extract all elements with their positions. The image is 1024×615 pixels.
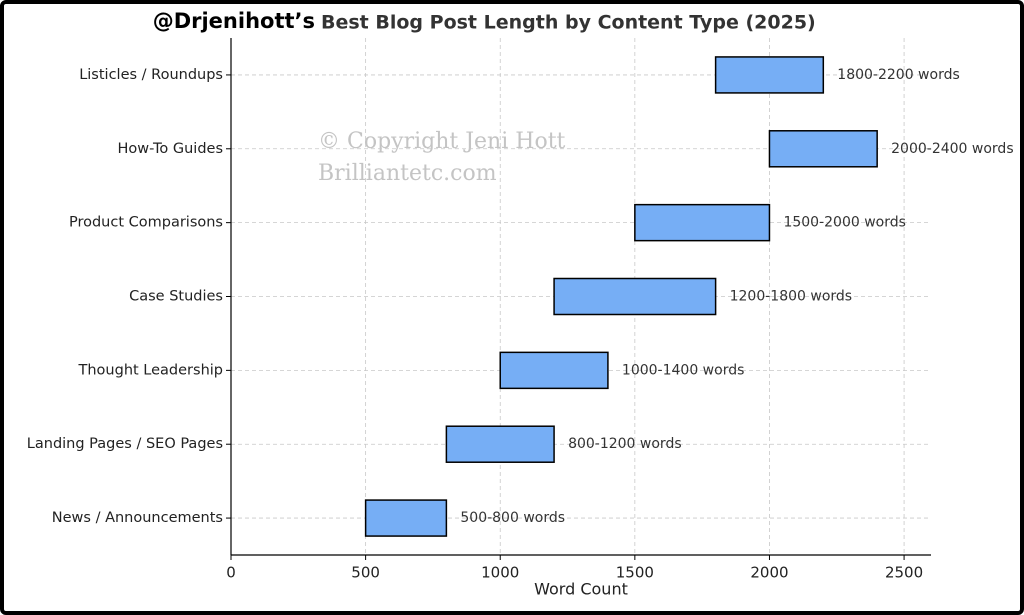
y-tick-label: Product Comparisons: [69, 215, 223, 231]
value-label: 1800-2200 words: [837, 67, 959, 83]
value-label: 1200-1800 words: [730, 289, 852, 305]
x-tick-label: 500: [351, 564, 380, 582]
bar: [445, 425, 555, 463]
x-tick-label: 2500: [885, 564, 923, 582]
x-axis-label: Word Count: [534, 580, 628, 599]
bar: [364, 499, 448, 537]
title-handle: @Drjenihott’s: [153, 9, 315, 33]
y-tick-label: Landing Pages / SEO Pages: [27, 436, 223, 452]
x-tick-label: 1500: [616, 564, 654, 582]
y-tick-label: Listicles / Roundups: [79, 67, 223, 83]
bar: [768, 130, 878, 168]
watermark: Brilliantetc.com: [318, 161, 497, 186]
y-tick-label: Thought Leadership: [78, 362, 224, 378]
value-label: 2000-2400 words: [891, 141, 1013, 157]
x-tick-label: 1000: [481, 564, 519, 582]
bar: [634, 203, 771, 242]
x-tick-label: 2000: [750, 564, 788, 582]
bar: [714, 56, 825, 94]
y-tick-label: How-To Guides: [117, 141, 223, 157]
watermark: © Copyright Jeni Hott: [318, 129, 566, 154]
y-tick-label: News / Announcements: [52, 510, 223, 526]
value-label: 1000-1400 words: [622, 362, 744, 378]
value-label: 800-1200 words: [568, 436, 682, 452]
chart-title: Best Blog Post Length by Content Type (2…: [321, 12, 816, 34]
bar: [553, 277, 717, 316]
value-label: 1500-2000 words: [783, 215, 905, 231]
x-tick-label: 0: [226, 564, 236, 582]
y-tick-label: Case Studies: [129, 289, 223, 305]
value-label: 500-800 words: [460, 510, 565, 526]
bar: [499, 351, 609, 390]
